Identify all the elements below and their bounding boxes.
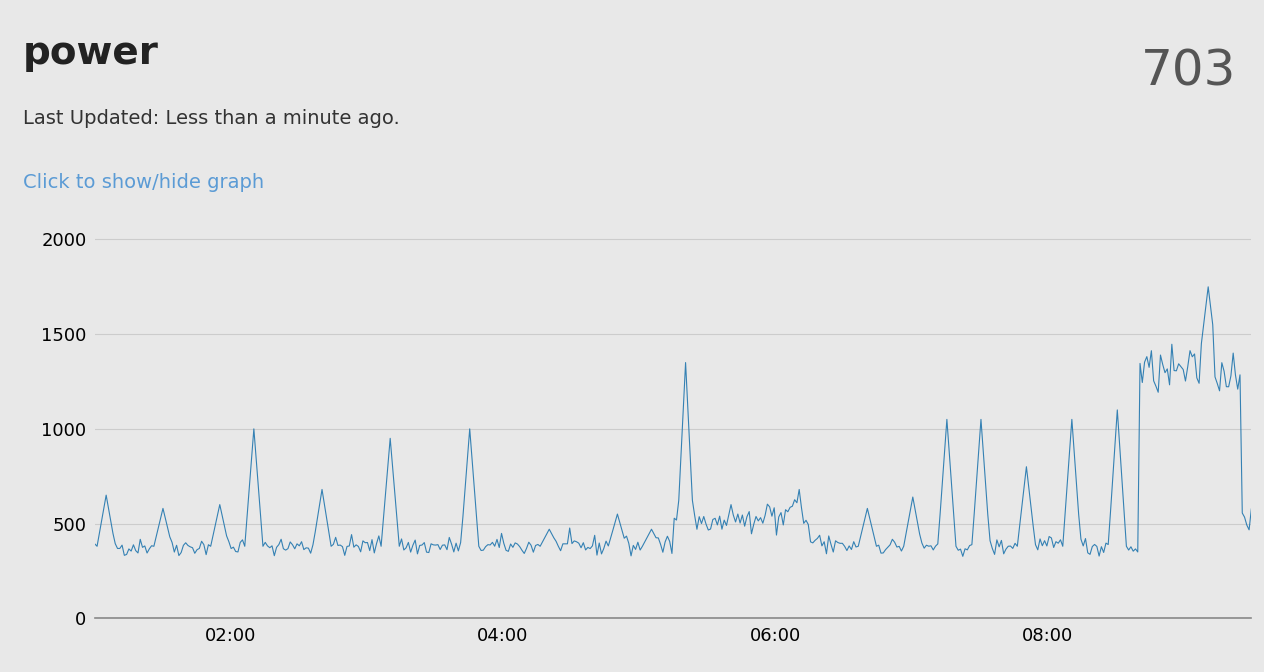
Text: power: power <box>23 34 158 72</box>
Text: 703: 703 <box>1141 47 1236 95</box>
Text: Click to show/hide graph: Click to show/hide graph <box>23 173 264 192</box>
Text: Last Updated: Less than a minute ago.: Last Updated: Less than a minute ago. <box>23 109 399 128</box>
